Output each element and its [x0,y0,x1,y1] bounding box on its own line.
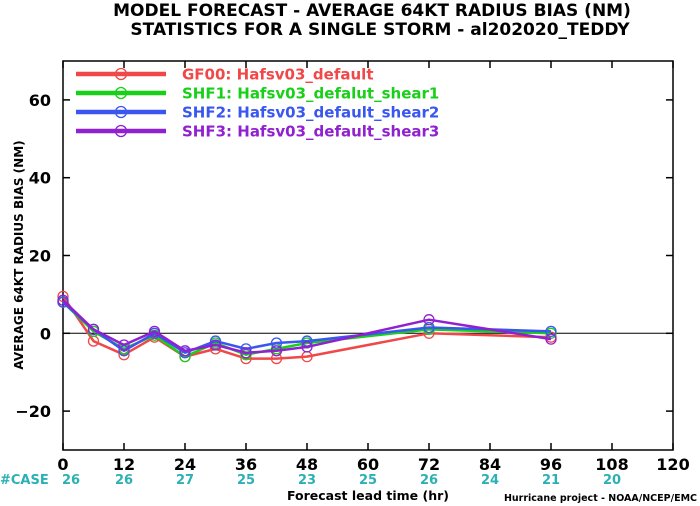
y-tick-label: 20 [29,247,51,266]
case-counts: 26 26 27 25 23 25 26 24 21 20 [62,473,621,488]
data-point [148,325,161,338]
x-tick-label: 84 [479,455,501,474]
legend-marker [114,67,128,81]
legend-label: GF00: Hafsv03_default [182,66,373,84]
x-tick-label: 72 [418,455,440,474]
case-count: 24 [481,473,499,488]
data-point [87,323,100,336]
data-point [240,347,252,359]
x-tick-label: 108 [595,455,628,474]
data-series [57,290,557,365]
case-count: 20 [603,473,621,488]
chart-title-line2: STATISTICS FOR A SINGLE STORM - al202020… [130,20,630,40]
series-line [62,299,552,354]
y-tick-label: 0 [40,324,51,343]
y-axis-label: AVERAGE 64KT RADIUS BIAS (NM) [12,140,26,369]
chart-title-line1: MODEL FORECAST - AVERAGE 64KT RADIUS BIA… [113,1,631,21]
legend-label: SHF3: Hafsv03_default_shear3 [182,123,439,141]
y-tick-label: −20 [15,402,51,421]
y-axis-ticks: −20 0 20 40 60 [15,91,673,421]
data-point [423,321,435,334]
case-count: 26 [115,473,133,488]
x-tick-label: 24 [174,455,196,474]
legend-marker [114,105,128,119]
case-count: 25 [359,473,377,488]
data-point [118,339,130,351]
x-tick-label: 96 [540,455,562,474]
x-tick-label: 0 [57,455,68,474]
series-4 [57,294,557,359]
credit-text: Hurricane project - NOAA/NCEP/EMC [504,493,697,504]
x-axis-label: Forecast lead time (hr) [287,488,449,503]
x-tick-label: 12 [113,455,135,474]
x-tick-label: 48 [296,455,318,474]
case-count: 21 [542,473,560,488]
data-point [57,294,69,306]
data-point [179,345,191,357]
data-point [423,314,435,326]
case-count: 25 [237,473,255,488]
x-axis-ticks: 0 12 24 36 48 60 72 84 96 108 120 [57,61,690,474]
case-count: 27 [176,473,194,488]
series-line [62,301,552,354]
legend-label: SHF2: Hafsv03_default_shear2 [182,104,439,122]
legend-label: SHF1: Hafsv03_defalut_shear1 [182,85,439,103]
data-point [545,333,557,345]
legend-marker [114,86,128,100]
x-tick-label: 60 [357,455,379,474]
case-count: 23 [298,473,316,488]
data-point [270,345,283,357]
data-point [301,341,313,353]
data-point [270,337,283,349]
case-count: 26 [62,473,80,488]
x-tick-label: 36 [235,455,257,474]
y-tick-label: 40 [29,169,51,188]
data-point [209,339,222,351]
data-point [545,325,557,338]
case-label: #CASE [0,473,49,488]
series-line [61,295,552,360]
legend-marker [114,124,128,138]
x-tick-label: 120 [656,455,689,474]
y-tick-label: 60 [29,91,51,110]
case-count: 26 [420,473,438,488]
